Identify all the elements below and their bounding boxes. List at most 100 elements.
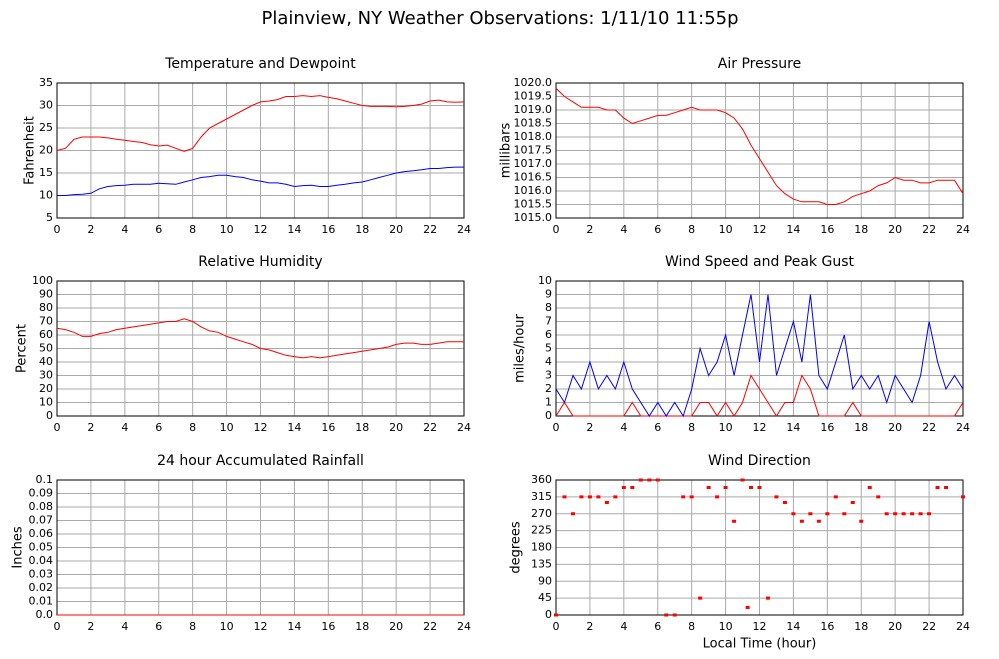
y-axis-label: Percent: [15, 324, 30, 373]
data-point: [935, 486, 940, 489]
panel-title: Temperature and Dewpoint: [164, 56, 356, 72]
y-tick-label: 135: [531, 557, 552, 570]
x-tick-label: 4: [620, 620, 627, 633]
data-point: [884, 512, 889, 516]
x-tick-label: 4: [620, 421, 627, 434]
x-tick-label: 24: [457, 223, 471, 236]
data-line: [56, 318, 464, 359]
y-tick-label: 20: [39, 382, 53, 395]
y-tick-label: 0.01: [29, 595, 54, 608]
data-point: [647, 478, 652, 482]
x-tick-label: 20: [389, 421, 403, 434]
data-point: [740, 478, 745, 482]
data-point: [706, 486, 711, 489]
panel-title: Relative Humidity: [198, 254, 322, 270]
data-point: [655, 478, 660, 482]
x-tick-label: 22: [922, 620, 936, 633]
x-tick-label: 14: [287, 223, 301, 236]
x-tick-label: 10: [220, 620, 234, 633]
x-tick-label: 12: [753, 620, 767, 633]
x-tick-label: 2: [586, 421, 593, 434]
x-tick-label: 16: [820, 223, 834, 236]
x-tick-label: 12: [254, 421, 268, 434]
x-tick-label: 4: [121, 620, 128, 633]
x-tick-label: 0: [553, 421, 560, 434]
data-point: [630, 486, 635, 489]
data-point: [867, 486, 872, 489]
x-tick-label: 20: [389, 620, 403, 633]
plot-frame: [56, 280, 465, 417]
data-point: [689, 495, 694, 499]
y-tick-label: 1016.5: [514, 171, 553, 184]
y-tick-label: 0.07: [29, 514, 54, 527]
y-tick-label: 1019.0: [514, 103, 553, 116]
y-tick-label: 1: [545, 396, 552, 409]
y-tick-label: 0.1: [36, 473, 54, 486]
page-title: Plainview, NY Weather Observations: 1/11…: [261, 8, 738, 29]
y-tick-label: 15: [39, 166, 53, 179]
data-point: [927, 512, 932, 516]
x-tick-label: 24: [457, 620, 471, 633]
data-point: [715, 495, 720, 499]
data-point: [579, 495, 584, 499]
y-tick-label: 7: [545, 315, 552, 328]
x-tick-label: 16: [820, 620, 834, 633]
data-point: [698, 596, 703, 600]
data-point: [732, 519, 737, 523]
y-tick-label: 10: [39, 189, 53, 202]
y-tick-label: 0.02: [29, 581, 54, 594]
y-tick-label: 1019.5: [514, 90, 553, 103]
x-tick-label: 18: [854, 223, 868, 236]
data-point: [774, 495, 779, 499]
x-tick-label: 8: [189, 223, 196, 236]
x-tick-label: 6: [654, 421, 661, 434]
y-tick-label: 20: [39, 144, 53, 157]
x-tick-label: 22: [922, 421, 936, 434]
data-point: [664, 613, 669, 617]
y-tick-label: 6: [545, 328, 552, 341]
x-tick-label: 0: [54, 223, 61, 236]
y-axis-label: Fahrenheit: [23, 116, 38, 185]
x-tick-label: 8: [688, 620, 695, 633]
data-point: [745, 606, 750, 609]
x-tick-label: 2: [87, 223, 94, 236]
x-tick-label: 14: [287, 421, 301, 434]
data-point: [596, 495, 601, 499]
y-tick-label: 225: [531, 524, 552, 537]
plot-frame: [555, 280, 964, 417]
y-tick-label: 0: [545, 409, 552, 422]
x-tick-label: 14: [786, 620, 800, 633]
x-tick-label: 16: [321, 223, 335, 236]
panel-title: 24 hour Accumulated Rainfall: [157, 453, 364, 469]
y-tick-label: 360: [531, 473, 552, 486]
y-tick-label: 0.04: [29, 554, 54, 567]
y-tick-label: 30: [39, 99, 53, 112]
data-point: [562, 495, 567, 499]
x-tick-label: 18: [355, 223, 369, 236]
x-tick-label: 24: [956, 223, 970, 236]
y-tick-label: 0.08: [29, 500, 54, 513]
x-tick-label: 6: [155, 421, 162, 434]
y-tick-label: 30: [39, 369, 53, 382]
y-tick-label: 70: [39, 315, 53, 328]
x-tick-label: 24: [956, 620, 970, 633]
data-point: [672, 613, 677, 617]
y-tick-label: 10: [39, 396, 53, 409]
data-point: [799, 519, 804, 523]
y-tick-label: 25: [39, 121, 53, 134]
y-tick-label: 8: [545, 301, 552, 314]
x-tick-label: 10: [220, 223, 234, 236]
y-axis-label: miles/hour: [513, 313, 528, 382]
x-tick-label: 18: [355, 421, 369, 434]
data-point: [757, 486, 762, 489]
x-tick-label: 24: [457, 421, 471, 434]
data-line: [56, 95, 465, 152]
x-tick-label: 20: [888, 620, 902, 633]
data-point: [876, 495, 881, 499]
y-tick-label: 1017.5: [514, 144, 553, 157]
x-tick-label: 20: [888, 223, 902, 236]
x-tick-label: 10: [719, 620, 733, 633]
x-tick-label: 8: [688, 421, 695, 434]
y-tick-label: 3: [545, 369, 552, 382]
y-tick-label: 5: [545, 342, 552, 355]
